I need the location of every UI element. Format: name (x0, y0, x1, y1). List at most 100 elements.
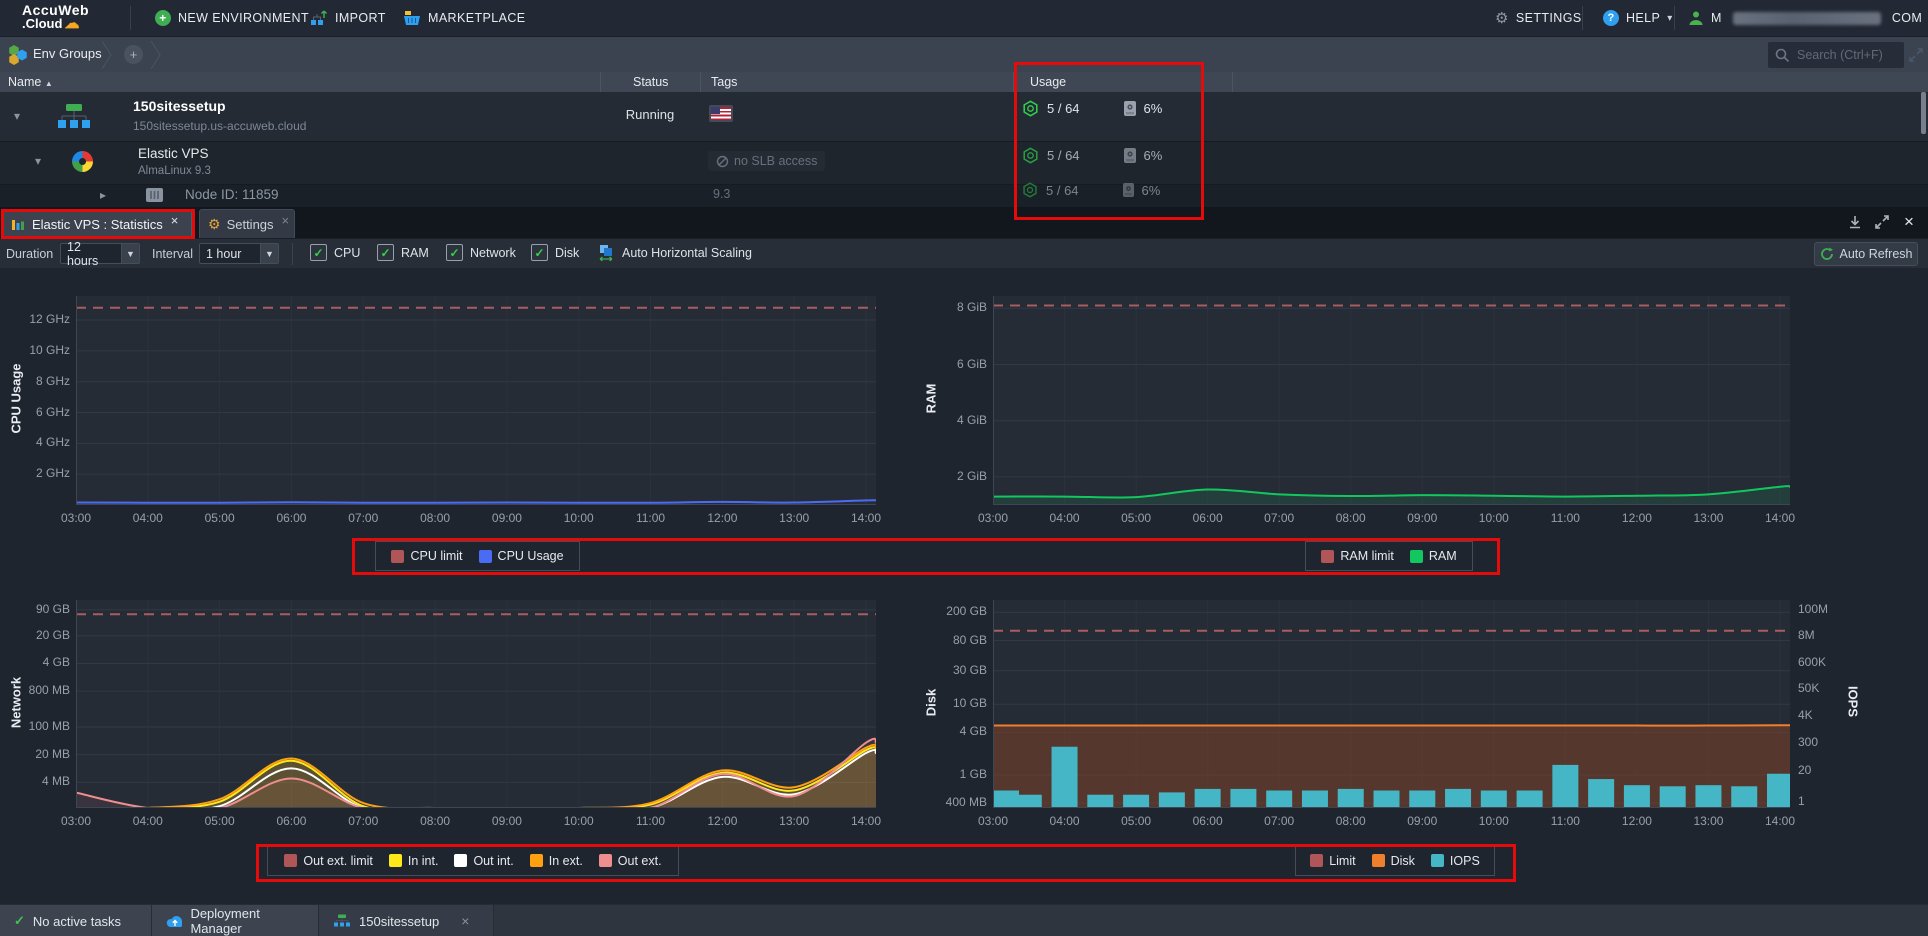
legend-item[interactable]: CPU Usage (479, 549, 564, 563)
legend-swatch (530, 854, 543, 867)
legend-label: RAM limit (1340, 549, 1393, 563)
y-tick-label: 2 GHz (0, 466, 70, 480)
iops-bar (1409, 791, 1435, 808)
legend-label: RAM (1429, 549, 1457, 563)
y-tick-label: 4 GiB (911, 413, 987, 427)
x-tick-label: 05:00 (1108, 814, 1164, 828)
y-tick-label: 2 GiB (911, 469, 987, 483)
x-tick-label: 06:00 (263, 511, 319, 525)
close-tab-icon[interactable]: × (461, 913, 469, 929)
legend-swatch (479, 550, 492, 563)
x-tick-label: 12:00 (1609, 511, 1665, 525)
x-tick-label: 04:00 (1037, 511, 1093, 525)
iops-bar (1195, 789, 1221, 808)
ram-legend: RAM limit RAM (1305, 541, 1473, 571)
y-tick-label-right: 300 (1798, 735, 1848, 749)
y-tick-label: 800 MB (0, 683, 70, 697)
y-tick-label: 6 GiB (911, 357, 987, 371)
y-tick-label: 4 GHz (0, 435, 70, 449)
x-tick-label: 03:00 (48, 511, 104, 525)
cpu-plot (76, 296, 876, 505)
x-tick-label: 05:00 (192, 511, 248, 525)
legend-swatch (1310, 854, 1323, 867)
iops-bar (1052, 747, 1078, 808)
legend-item[interactable]: RAM (1410, 549, 1457, 563)
iops-bar (1374, 791, 1400, 808)
y-tick-label: 90 GB (0, 602, 70, 616)
y-tick-label: 6 GHz (0, 405, 70, 419)
y-tick-label: 400 MB (911, 795, 987, 809)
x-tick-label: 13:00 (766, 511, 822, 525)
legend-item[interactable]: RAM limit (1321, 549, 1393, 563)
deployment-manager-tab[interactable]: Deployment Manager (152, 905, 319, 936)
legend-item[interactable]: Out ext. limit (284, 854, 372, 868)
legend-item[interactable]: Out ext. (599, 854, 662, 868)
y-tick-label: 10 GHz (0, 343, 70, 357)
x-tick-label: 11:00 (1537, 814, 1593, 828)
tasks-status[interactable]: ✓ No active tasks (0, 905, 152, 936)
x-tick-label: 12:00 (694, 511, 750, 525)
legend-swatch (389, 854, 402, 867)
cpu-legend: CPU limit CPU Usage (375, 541, 580, 571)
legend-swatch (284, 854, 297, 867)
x-tick-label: 13:00 (766, 814, 822, 828)
legend-item[interactable]: IOPS (1431, 854, 1480, 868)
y-tick-label: 4 GB (911, 724, 987, 738)
x-tick-label: 08:00 (1323, 511, 1379, 525)
ram-plot (993, 296, 1790, 505)
legend-item[interactable]: CPU limit (391, 549, 462, 563)
y-tick-label: 1 GB (911, 767, 987, 781)
y-tick-label: 30 GB (911, 663, 987, 677)
x-tick-label: 06:00 (1180, 511, 1236, 525)
x-tick-label: 03:00 (965, 814, 1021, 828)
y-tick-label-right: 600K (1798, 655, 1848, 669)
x-tick-label: 13:00 (1680, 814, 1736, 828)
legend-swatch (391, 550, 404, 563)
x-tick-label: 07:00 (335, 814, 391, 828)
x-tick-label: 08:00 (407, 814, 463, 828)
iops-bar (1481, 791, 1507, 808)
x-tick-label: 07:00 (335, 511, 391, 525)
legend-item[interactable]: In ext. (530, 854, 583, 868)
disk-legend: Limit Disk IOPS (1295, 845, 1495, 876)
iops-bar (1624, 785, 1650, 808)
x-tick-label: 14:00 (1752, 814, 1808, 828)
iops-bar (1445, 789, 1471, 808)
x-tick-label: 11:00 (623, 814, 679, 828)
x-tick-label: 06:00 (263, 814, 319, 828)
iops-bar (1517, 791, 1543, 808)
x-tick-label: 12:00 (694, 814, 750, 828)
y-tick-label: 4 MB (0, 774, 70, 788)
legend-item[interactable]: Limit (1310, 854, 1355, 868)
iops-bar (1016, 795, 1042, 808)
network-legend: Out ext. limit In int. Out int. In ext. Out … (267, 845, 679, 876)
y-tick-label: 80 GB (911, 633, 987, 647)
x-tick-label: 12:00 (1609, 814, 1665, 828)
legend-swatch (1431, 854, 1444, 867)
y-tick-label: 12 GHz (0, 312, 70, 326)
iops-bar (1588, 779, 1614, 808)
y-tick-label: 4 GB (0, 655, 70, 669)
legend-label: In ext. (549, 854, 583, 868)
env-bottom-tab[interactable]: 150sitessetup × (319, 905, 494, 936)
environment-icon (333, 914, 351, 928)
x-tick-label: 09:00 (1394, 814, 1450, 828)
legend-swatch (454, 854, 467, 867)
legend-label: Out ext. limit (303, 854, 372, 868)
y-tick-label-right: 100M (1798, 602, 1848, 616)
iops-bar (993, 791, 1019, 808)
x-tick-label: 10:00 (1466, 511, 1522, 525)
x-tick-label: 09:00 (479, 814, 535, 828)
legend-label: Limit (1329, 854, 1355, 868)
network-plot (76, 600, 876, 808)
legend-label: In int. (408, 854, 439, 868)
legend-item[interactable]: Disk (1372, 854, 1415, 868)
x-tick-label: 07:00 (1251, 511, 1307, 525)
x-tick-label: 10:00 (551, 814, 607, 828)
iops-bar (1660, 786, 1686, 808)
x-tick-label: 09:00 (479, 511, 535, 525)
iops-bar (1731, 786, 1757, 808)
legend-item[interactable]: In int. (389, 854, 439, 868)
y-tick-label: 200 GB (911, 604, 987, 618)
legend-item[interactable]: Out int. (454, 854, 513, 868)
